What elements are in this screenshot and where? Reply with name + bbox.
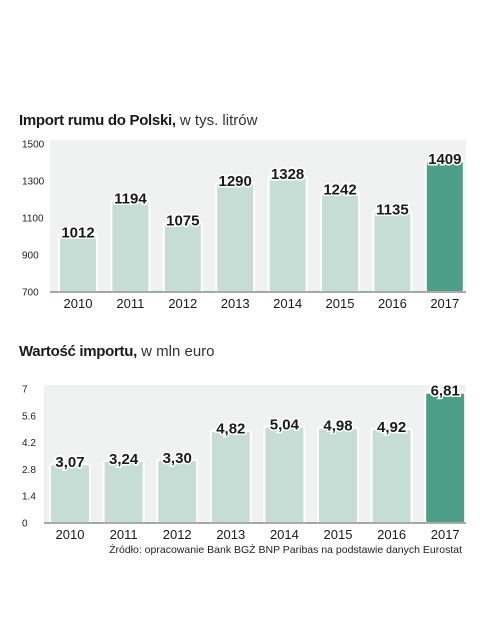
value-label-2013: 4,82 bbox=[216, 421, 245, 438]
x-tick-label-2012: 2012 bbox=[163, 527, 192, 542]
value-label-2010: 3,07 bbox=[55, 454, 84, 471]
bar-2010 bbox=[58, 233, 98, 293]
value-label-2016: 4,92 bbox=[377, 419, 406, 436]
bar-2012 bbox=[162, 221, 203, 293]
bar-2015 bbox=[317, 426, 359, 524]
chart-1-title: Import rumu do Polski, w tys. litrów bbox=[19, 112, 257, 129]
chart-2-title: Wartość importu, w mln euro bbox=[19, 343, 215, 360]
x-tick-label-2016: 2016 bbox=[378, 296, 407, 311]
x-tick-label-2010: 2010 bbox=[64, 296, 93, 311]
value-label-2013: 1290 bbox=[219, 173, 252, 190]
bar-2011 bbox=[102, 459, 145, 524]
x-tick-label-2017: 2017 bbox=[430, 296, 459, 311]
bar-2017 bbox=[424, 391, 467, 524]
bar-2014 bbox=[263, 425, 306, 525]
y-tick-label: 4.2 bbox=[22, 438, 36, 449]
value-label-2010: 1012 bbox=[61, 224, 94, 241]
x-tick-label-2014: 2014 bbox=[273, 296, 302, 311]
x-tick-label-2012: 2012 bbox=[168, 296, 197, 311]
value-label-2014: 1328 bbox=[271, 166, 304, 183]
chart-2-subtitle-text: w mln euro bbox=[141, 343, 215, 360]
x-tick-label-2013: 2013 bbox=[216, 527, 245, 542]
source-note: Źródło: opracowanie Bank BGŻ BNP Paribas… bbox=[109, 544, 462, 556]
y-tick-label: 0 bbox=[22, 519, 28, 530]
x-tick-label-2014: 2014 bbox=[270, 527, 299, 542]
y-tick-label: 1500 bbox=[22, 140, 45, 151]
y-tick-label: 1300 bbox=[22, 177, 45, 188]
bar-2015 bbox=[320, 190, 360, 293]
y-tick-label: 2.8 bbox=[22, 465, 36, 476]
x-tick-label-2013: 2013 bbox=[221, 296, 250, 311]
chart-1-title-text: Import rumu do Polski, bbox=[19, 112, 176, 129]
value-label-2011: 3,24 bbox=[109, 451, 139, 468]
y-tick-label: 700 bbox=[22, 288, 39, 299]
y-tick-label: 1.4 bbox=[22, 492, 36, 503]
bar-2012 bbox=[156, 458, 199, 525]
x-tick-label-2015: 2015 bbox=[326, 296, 355, 311]
value-label-2016: 1135 bbox=[376, 202, 409, 219]
value-label-2017: 1409 bbox=[428, 151, 461, 168]
bar-2014 bbox=[267, 174, 308, 293]
x-tick-label-2010: 2010 bbox=[56, 527, 85, 542]
bar-2010 bbox=[49, 463, 91, 524]
bar-2017 bbox=[424, 159, 465, 293]
value-label-2012: 3,30 bbox=[163, 450, 192, 467]
x-tick-label-2016: 2016 bbox=[377, 527, 406, 542]
bar-2013 bbox=[215, 181, 256, 293]
x-tick-label-2015: 2015 bbox=[324, 527, 353, 542]
x-tick-label-2017: 2017 bbox=[431, 527, 460, 542]
y-tick-label: 900 bbox=[22, 251, 39, 262]
chart-1-subtitle-text: w tys. litrów bbox=[179, 112, 258, 129]
bar-2013 bbox=[209, 429, 252, 524]
y-tick-label: 7 bbox=[22, 385, 28, 396]
y-tick-label: 5.6 bbox=[22, 411, 36, 422]
y-tick-label: 1100 bbox=[22, 214, 44, 225]
value-label-2017: 6,81 bbox=[431, 383, 460, 400]
import-value-chart: 0 1.4 2.8 4.2 5.6 7 3,07 2010 3,24 2011 3,30 2012 4,… bbox=[22, 381, 467, 542]
x-tick-label-2011: 2011 bbox=[110, 527, 138, 542]
value-label-2015: 1242 bbox=[323, 182, 356, 199]
value-label-2012: 1075 bbox=[166, 213, 199, 230]
value-label-2011: 1194 bbox=[114, 191, 147, 208]
bar-2011 bbox=[110, 199, 151, 293]
x-tick-label-2011: 2011 bbox=[116, 296, 144, 311]
chart-2-title-text: Wartość importu, bbox=[19, 343, 137, 360]
bar-2016 bbox=[370, 427, 413, 524]
value-label-2015: 4,98 bbox=[323, 418, 352, 435]
bar-2016 bbox=[372, 210, 413, 293]
value-label-2014: 5,04 bbox=[270, 417, 300, 434]
import-volume-chart: 700 900 1100 1300 1500 1012 2010 1194 2011 1075 20… bbox=[22, 140, 466, 311]
